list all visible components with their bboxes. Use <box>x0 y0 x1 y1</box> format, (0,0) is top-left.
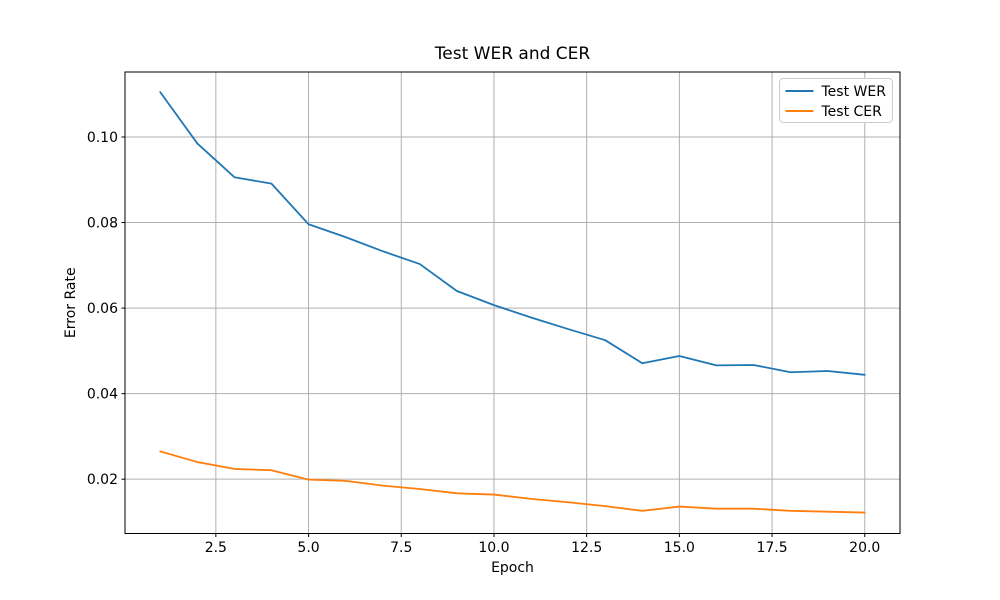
x-tick-label: 17.5 <box>756 540 787 556</box>
test-wer-line <box>159 91 866 376</box>
x-tick-label: 15.0 <box>664 540 695 556</box>
chart-title: Test WER and CER <box>434 44 591 64</box>
y-tick-label: 0.02 <box>87 472 118 488</box>
x-tick-label: 10.0 <box>478 540 509 556</box>
y-tick-label: 0.04 <box>87 386 118 402</box>
y-tick-label: 0.10 <box>87 130 118 146</box>
x-tick-label: 2.5 <box>205 540 227 556</box>
x-tick-label: 5.0 <box>297 540 319 556</box>
x-tick-label: 12.5 <box>571 540 602 556</box>
axes-spines <box>124 71 901 534</box>
x-tick-label: 20.0 <box>849 540 880 556</box>
grid <box>125 72 900 534</box>
y-axis-label: Error Rate <box>63 267 79 338</box>
legend-item: Test CER <box>785 104 883 120</box>
legend-label: Test WER <box>821 84 887 100</box>
y-tick-label: 0.06 <box>87 301 118 317</box>
x-axis-label: Epoch <box>491 560 534 576</box>
test-cer-line <box>159 450 866 514</box>
axis-ticks: 2.5 5.0 7.5 10.0 12.5 15.0 17.5 20.0 0.02 0.04 0.0… <box>87 130 881 556</box>
legend-label: Test CER <box>821 104 883 120</box>
y-tick-label: 0.08 <box>87 215 118 231</box>
legend-item: Test WER <box>785 84 887 100</box>
series-lines <box>159 91 866 514</box>
x-tick-label: 7.5 <box>390 540 412 556</box>
legend: Test WER Test CER <box>779 78 893 123</box>
